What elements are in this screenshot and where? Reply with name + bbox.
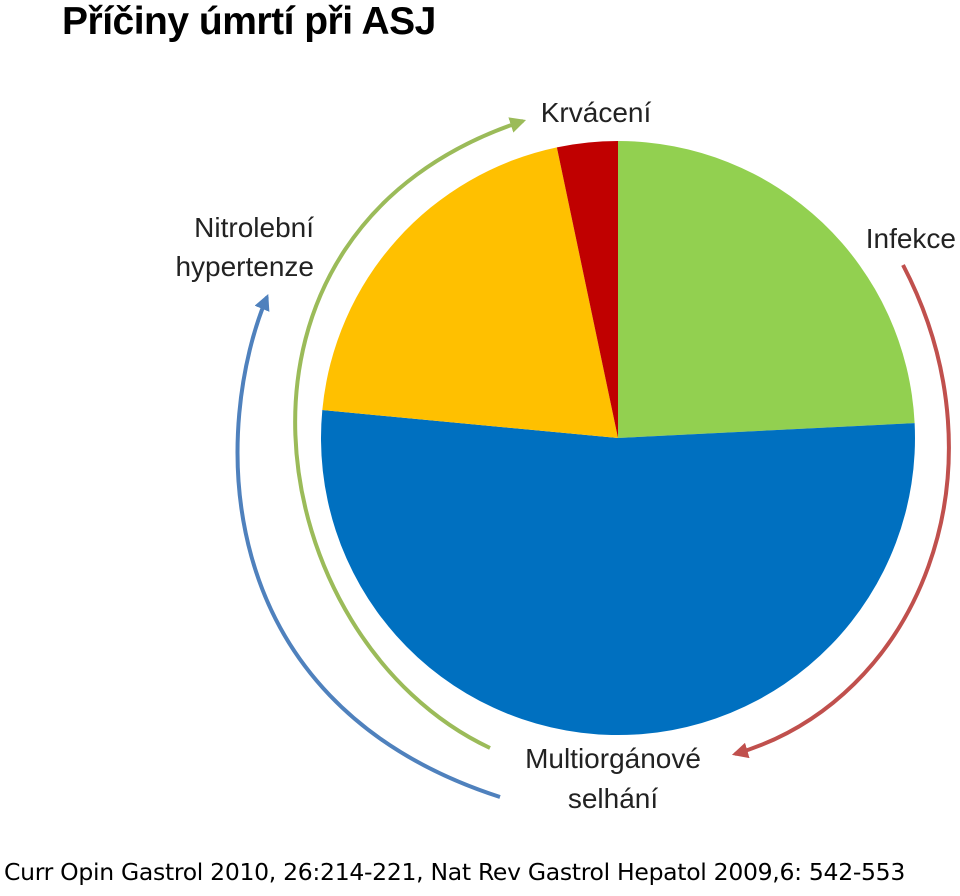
label-nitrolebni-line2: hypertenze [175,251,314,282]
label-multi-line2: selhání [568,783,659,814]
pie-slice-0 [618,141,915,438]
arrow-green [293,117,527,750]
pie-slice-2 [322,147,618,439]
label-multi-line1: Multiorgánové [525,743,701,774]
arrow-blue [235,294,501,799]
pie-slice-1 [320,410,915,736]
arrow-red [731,264,951,759]
label-krvaceni: Krvácení [541,97,652,128]
label-infekce: Infekce [866,223,956,254]
pie-slice-3 [556,141,618,438]
citation: Curr Opin Gastrol 2010, 26:214-221, Nat … [4,858,905,886]
pie-slices [320,141,915,736]
chart-title: Příčiny úmrtí při ASJ [62,0,436,43]
label-nitrolebni-line1: Nitrolební [194,212,314,243]
